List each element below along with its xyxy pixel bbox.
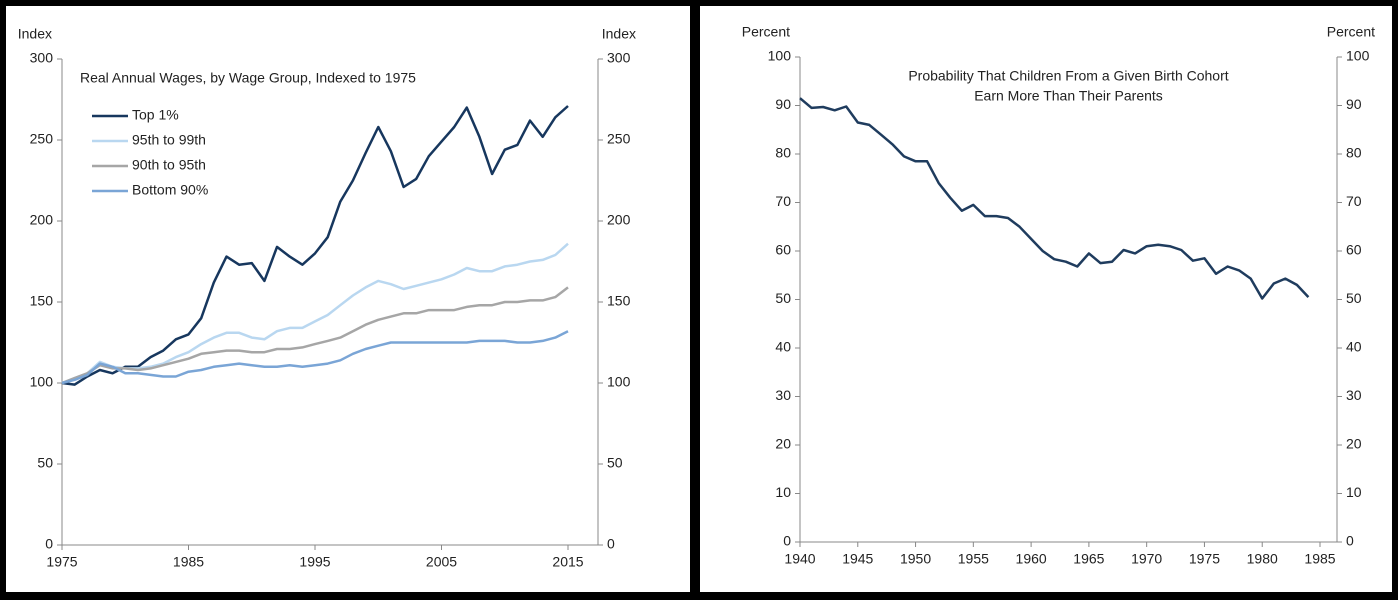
y-tick-label: 200 — [30, 212, 54, 228]
x-tick-label: 1965 — [1073, 551, 1104, 567]
y-tick-label: 20 — [775, 436, 791, 452]
y-tick-label: 0 — [783, 533, 791, 549]
y-axis-label: Percent — [742, 24, 790, 40]
y-tick-label: 50 — [775, 290, 791, 306]
y-tick-label: 250 — [30, 131, 54, 147]
x-tick-label: 2005 — [426, 554, 457, 570]
y-tick-label: 70 — [775, 193, 791, 209]
x-tick-label: 1960 — [1016, 551, 1047, 567]
y2-tick-label: 90 — [1346, 96, 1362, 112]
y2-tick-label: 0 — [1346, 533, 1354, 549]
y2-tick-label: 0 — [607, 536, 615, 552]
x-tick-label: 2015 — [552, 554, 583, 570]
series-line — [799, 97, 1310, 300]
y-tick-label: 150 — [30, 293, 54, 309]
y2-tick-label: 20 — [1346, 436, 1362, 452]
y-tick-label: 80 — [775, 145, 791, 161]
y2-tick-label: 200 — [607, 212, 631, 228]
y2-tick-label: 60 — [1346, 242, 1362, 258]
chart-title: Earn More Than Their Parents — [974, 88, 1163, 104]
x-tick-label: 1945 — [842, 551, 873, 567]
legend-label: Top 1% — [132, 107, 179, 123]
y2-tick-label: 300 — [607, 50, 631, 66]
y-tick-label: 10 — [775, 484, 791, 500]
y2-tick-label: 30 — [1346, 387, 1362, 403]
x-tick-label: 1940 — [784, 551, 815, 567]
series-line — [61, 242, 569, 385]
y-tick-label: 100 — [768, 48, 792, 64]
y2-tick-label: 70 — [1346, 193, 1362, 209]
y2-axis-label: Percent — [1327, 24, 1375, 40]
y-tick-label: 40 — [775, 339, 791, 355]
y2-tick-label: 10 — [1346, 484, 1362, 500]
series-line — [61, 330, 569, 385]
series-line — [61, 105, 569, 386]
y-tick-label: 90 — [775, 96, 791, 112]
y-tick-label: 100 — [30, 374, 54, 390]
x-tick-label: 1985 — [173, 554, 204, 570]
y2-tick-label: 150 — [607, 293, 631, 309]
legend-label: 90th to 95th — [132, 157, 206, 173]
y-axis-label: Index — [18, 26, 52, 42]
y2-tick-label: 50 — [1346, 290, 1362, 306]
x-tick-label: 1950 — [900, 551, 931, 567]
chart-title: Probability That Children From a Given B… — [908, 68, 1228, 84]
x-tick-label: 1975 — [1189, 551, 1220, 567]
y2-tick-label: 100 — [1346, 48, 1370, 64]
x-tick-label: 1955 — [958, 551, 989, 567]
x-tick-label: 1995 — [299, 554, 330, 570]
y-tick-label: 30 — [775, 387, 791, 403]
y-tick-label: 60 — [775, 242, 791, 258]
y2-tick-label: 250 — [607, 131, 631, 147]
chart-title: Real Annual Wages, by Wage Group, Indexe… — [80, 70, 416, 86]
y2-tick-label: 40 — [1346, 339, 1362, 355]
y-tick-label: 300 — [30, 50, 54, 66]
series-line — [61, 286, 569, 385]
x-tick-label: 1985 — [1304, 551, 1335, 567]
x-tick-label: 1970 — [1131, 551, 1162, 567]
y2-tick-label: 50 — [607, 455, 623, 471]
legend-label: Bottom 90% — [132, 182, 208, 198]
x-tick-label: 1975 — [46, 554, 77, 570]
right-panel — [700, 6, 1392, 592]
legend-label: 95th to 99th — [132, 132, 206, 148]
y2-tick-label: 80 — [1346, 145, 1362, 161]
y-tick-label: 0 — [45, 536, 53, 552]
y-tick-label: 50 — [37, 455, 53, 471]
y2-tick-label: 100 — [607, 374, 631, 390]
x-tick-label: 1980 — [1247, 551, 1278, 567]
y2-axis-label: Index — [602, 26, 636, 42]
